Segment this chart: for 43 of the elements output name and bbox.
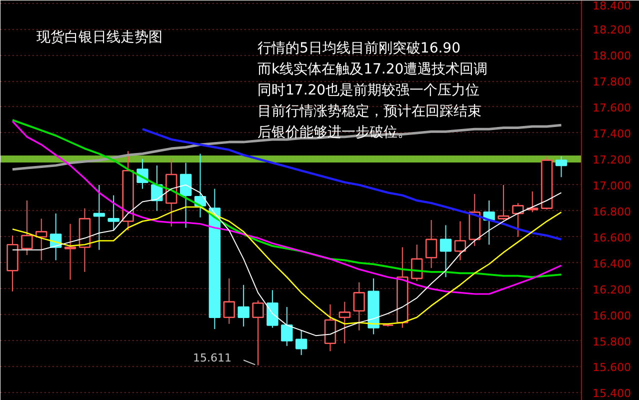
line-series [11, 124, 563, 171]
y-tick-label: 18.400 [592, 0, 631, 12]
candlestick [93, 184, 105, 250]
annotation: 15.611 [193, 351, 232, 364]
annotation: 同时17.20也是前期较强一个压力位 [258, 82, 480, 98]
y-tick-label: 16.600 [592, 231, 631, 244]
candlestick [324, 304, 336, 352]
annotation: 行情的5日均线目前刚突破16.90 [258, 40, 460, 56]
candlestick [6, 235, 18, 292]
y-tick-label: 18.200 [592, 24, 631, 37]
candlestick [108, 194, 120, 231]
y-tick-label: 15.800 [592, 335, 631, 348]
candlestick [78, 208, 91, 272]
y-tick-label: 18.000 [592, 50, 631, 63]
candlestick [368, 278, 380, 335]
y-tick-label: 15.600 [592, 361, 631, 374]
candlestick [122, 150, 134, 231]
candlestick [64, 223, 76, 280]
candlestick [425, 219, 438, 269]
y-tick-label: 16.800 [592, 205, 631, 218]
candlestick [396, 246, 408, 328]
y-tick-label: 17.800 [592, 76, 631, 89]
y-tick-label: 17.200 [592, 153, 631, 166]
candlestick [238, 284, 250, 327]
y-tick-label: 17.000 [592, 179, 631, 192]
candlestick [353, 282, 365, 331]
y-tick-label: 17.600 [592, 101, 631, 114]
candlestick [338, 301, 350, 344]
candlestick [36, 218, 48, 261]
text: 现货白银日线走势图 [36, 30, 162, 46]
annotation: 而k线实体在触及17.20遭遇技术回调 [258, 62, 488, 78]
candlestick [440, 224, 452, 278]
y-tick-label: 16.200 [592, 283, 631, 296]
y-tick-label: 16.000 [592, 309, 631, 322]
y-tick-label: 15.400 [592, 387, 631, 400]
candlestick [295, 330, 308, 356]
annotation: 目前行情涨势稳定，预计在回踩结束 [258, 104, 482, 120]
candlestick [208, 188, 221, 330]
candlestick [223, 278, 235, 324]
y-tick-label: 16.400 [592, 257, 631, 270]
y-tick-label: 17.400 [592, 127, 631, 140]
candlestick [180, 162, 192, 228]
candlestick [454, 220, 466, 261]
